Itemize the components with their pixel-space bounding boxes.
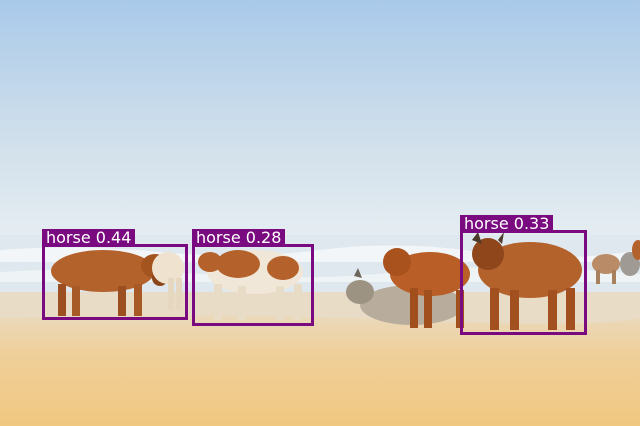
detection-label: horse 0.44 (42, 229, 136, 247)
sand (0, 315, 640, 426)
cow-patched (198, 250, 303, 320)
detection-box: horse 0.33 (460, 215, 587, 335)
detection-label: horse 0.33 (460, 215, 554, 233)
cow-distant-right (592, 240, 640, 284)
cow-brown-right (472, 232, 582, 330)
detection-label: horse 0.28 (192, 229, 286, 247)
cow-white-back (152, 252, 184, 310)
detection-box: horse 0.28 (192, 229, 314, 326)
detection-box: horse 0.44 (42, 229, 188, 320)
sky (0, 0, 640, 245)
